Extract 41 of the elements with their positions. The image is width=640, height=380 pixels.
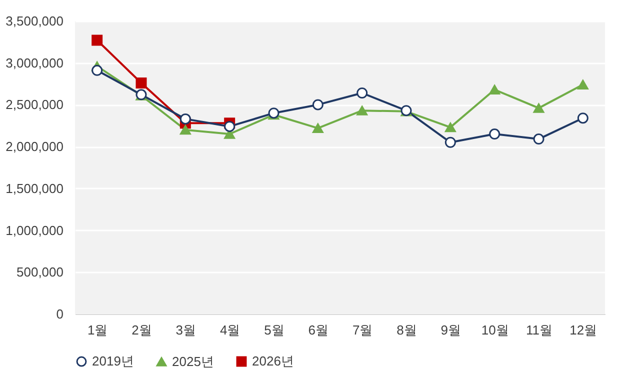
point	[444, 122, 456, 132]
x-tick-label: 3월	[176, 322, 196, 338]
x-tick-label: 1월	[87, 322, 108, 338]
x-tick-label: 9월	[440, 322, 462, 338]
y-tick-label: 2,000,000	[6, 139, 64, 154]
point	[312, 99, 324, 110]
point	[577, 112, 588, 124]
point	[92, 64, 103, 76]
point	[312, 123, 324, 134]
y-tick-label: 1,000,000	[6, 222, 64, 238]
x-tick-label: 2월	[132, 322, 152, 338]
y-tick-label: 2,500,000	[6, 97, 64, 112]
point	[224, 120, 236, 132]
point	[356, 88, 368, 98]
point	[136, 77, 147, 88]
y-tick-label: 1,500,000	[6, 180, 64, 196]
legend-label: 2025년	[172, 354, 214, 369]
point	[180, 124, 191, 135]
point	[577, 80, 588, 90]
x-tick-label: 5월	[264, 322, 284, 338]
point	[533, 134, 544, 145]
y-tick-label: 500,000	[16, 264, 64, 280]
x-tick-label: 7월	[352, 322, 373, 338]
x-tick-label: 4월	[220, 322, 240, 338]
x-tick-label: 6월	[308, 322, 329, 338]
point	[489, 84, 500, 95]
point	[180, 113, 191, 124]
y-tick-label: 3,500,000	[6, 14, 64, 28]
point	[92, 34, 103, 46]
y-tick-label: 3,000,000	[6, 55, 64, 70]
x-tick-label: 11월	[526, 322, 552, 338]
x-tick-label: 10월	[481, 322, 509, 338]
x-tick-label: 12월	[570, 322, 598, 338]
y-tick-label: 0	[56, 306, 64, 322]
point	[533, 103, 544, 113]
point	[444, 136, 456, 148]
x-tick-label: 8월	[396, 322, 417, 338]
legend-label: 2026년	[252, 354, 294, 369]
point	[356, 106, 368, 116]
point	[489, 128, 500, 140]
legend-label: 2019년	[92, 354, 134, 369]
